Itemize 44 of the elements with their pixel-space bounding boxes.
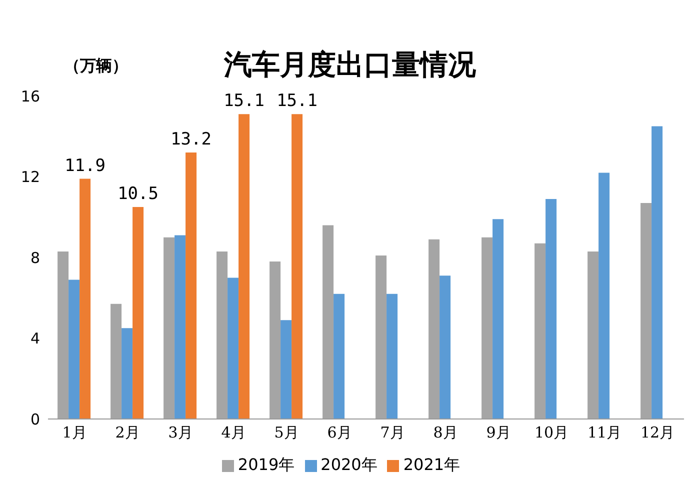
x-tick-label: 4月 — [221, 424, 246, 442]
y-tick-label: 16 — [20, 87, 40, 106]
bar — [132, 207, 144, 419]
x-tick-label: 11月 — [587, 424, 622, 442]
x-tick-label: 9月 — [486, 424, 511, 442]
bar — [546, 198, 557, 419]
bar — [598, 172, 610, 419]
bar — [292, 114, 303, 419]
bar — [334, 294, 345, 419]
bar — [492, 219, 504, 419]
x-tick-label: 2月 — [115, 424, 140, 442]
legend-label: 2019年 — [238, 455, 295, 474]
data-label: 15.1 — [276, 91, 318, 112]
data-label: 13.2 — [170, 130, 212, 150]
bar — [174, 235, 186, 419]
bar — [280, 320, 292, 419]
bar — [186, 152, 197, 419]
legend-label: 2021年 — [403, 455, 460, 474]
data-label: 15.1 — [224, 91, 265, 112]
y-tick-label: 8 — [30, 248, 40, 267]
bar — [228, 278, 239, 419]
x-tick-label: 8月 — [433, 424, 458, 442]
y-tick-label: 0 — [30, 410, 40, 428]
bar — [652, 126, 663, 419]
bar — [80, 178, 91, 419]
x-tick-label: 6月 — [327, 424, 352, 442]
x-tick-label: 7月 — [380, 424, 405, 442]
data-label: 10.5 — [118, 184, 159, 204]
y-axis-title: （万辆） — [64, 56, 128, 77]
y-tick-label: 4 — [30, 330, 40, 348]
x-tick-label: 1月 — [62, 424, 87, 442]
bar — [440, 276, 451, 419]
legend-label: 2020年 — [320, 455, 378, 474]
chart-title: 汽车月度出口量情况 — [224, 48, 476, 81]
x-tick-label: 5月 — [274, 424, 299, 442]
y-tick-label: 12 — [20, 168, 40, 186]
x-tick-label: 10月 — [534, 424, 569, 442]
bar — [122, 328, 133, 419]
bar — [68, 280, 80, 419]
x-tick-label: 12月 — [640, 424, 675, 442]
bar — [386, 294, 398, 419]
data-label: 11.9 — [64, 156, 106, 176]
x-tick-label: 3月 — [168, 424, 193, 442]
bar — [238, 114, 250, 419]
